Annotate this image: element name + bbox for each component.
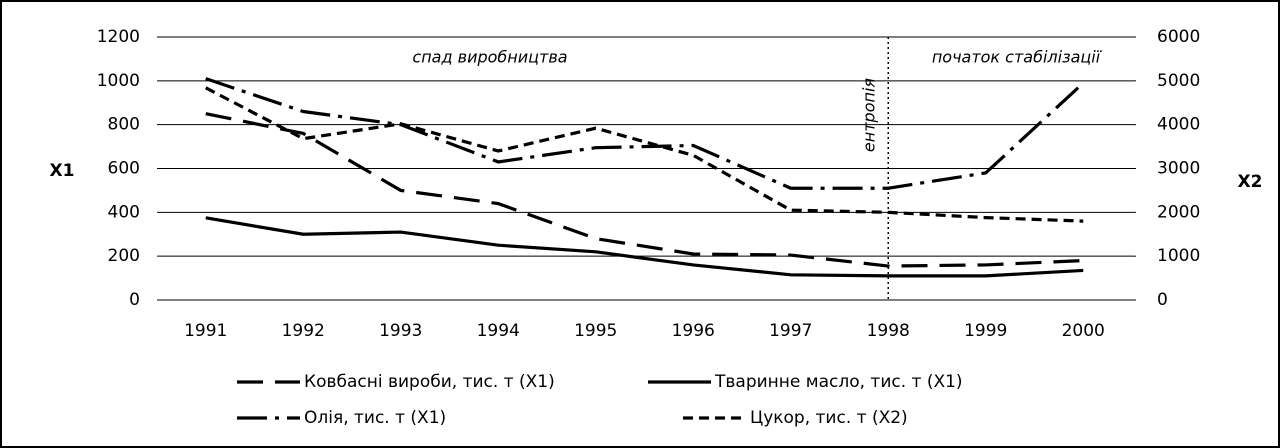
- annotation: початок стабілізації: [932, 48, 1103, 67]
- x-tick-label: 2000: [1062, 321, 1105, 341]
- y-tick-label: 800: [108, 115, 140, 135]
- legend-label: Ковбасні вироби, тис. т (X1): [304, 372, 555, 392]
- annotation: спад виробництва: [412, 48, 567, 67]
- series-line: [205, 86, 1084, 223]
- y2-tick-label: 2000: [1157, 202, 1200, 222]
- y-tick-label: 0: [129, 290, 140, 310]
- x-tick-label: 1999: [964, 321, 1007, 341]
- y2-tick-label: 0: [1157, 290, 1168, 310]
- x-tick-label: 1991: [184, 321, 227, 341]
- y2-tick-label: 1000: [1157, 246, 1200, 266]
- x-tick-label: 1998: [867, 321, 910, 341]
- x-tick-label: 1994: [477, 321, 520, 341]
- x-tick-label: 1997: [769, 321, 812, 341]
- x-tick-label: 1995: [574, 321, 617, 341]
- x-tick-label: 1993: [379, 321, 422, 341]
- y-tick-label: 600: [108, 159, 140, 179]
- y2-tick-label: 5000: [1157, 71, 1200, 91]
- y2-tick-label: 3000: [1157, 159, 1200, 179]
- annotation: ентропія: [860, 78, 879, 152]
- y2-tick-label: 4000: [1157, 115, 1200, 135]
- y-axis-label: X1: [50, 161, 75, 181]
- legend-label: Олія, тис. т (X1): [304, 408, 446, 428]
- y-tick-label: 400: [108, 202, 140, 222]
- series-line: [205, 216, 1084, 278]
- legend-label: Цукор, тис. т (X2): [750, 408, 908, 428]
- y-tick-label: 1200: [97, 27, 140, 47]
- legend-label: Тваринне масло, тис. т (X1): [714, 372, 963, 392]
- y-tick-label: 1000: [97, 71, 140, 91]
- x-tick-label: 1992: [282, 321, 325, 341]
- x-tick-label: 1996: [672, 321, 715, 341]
- y2-axis-label: X2: [1238, 172, 1263, 192]
- y2-tick-label: 6000: [1157, 27, 1200, 47]
- series-line: [205, 112, 1084, 268]
- y-tick-label: 200: [108, 246, 140, 266]
- series-line: [205, 77, 1085, 190]
